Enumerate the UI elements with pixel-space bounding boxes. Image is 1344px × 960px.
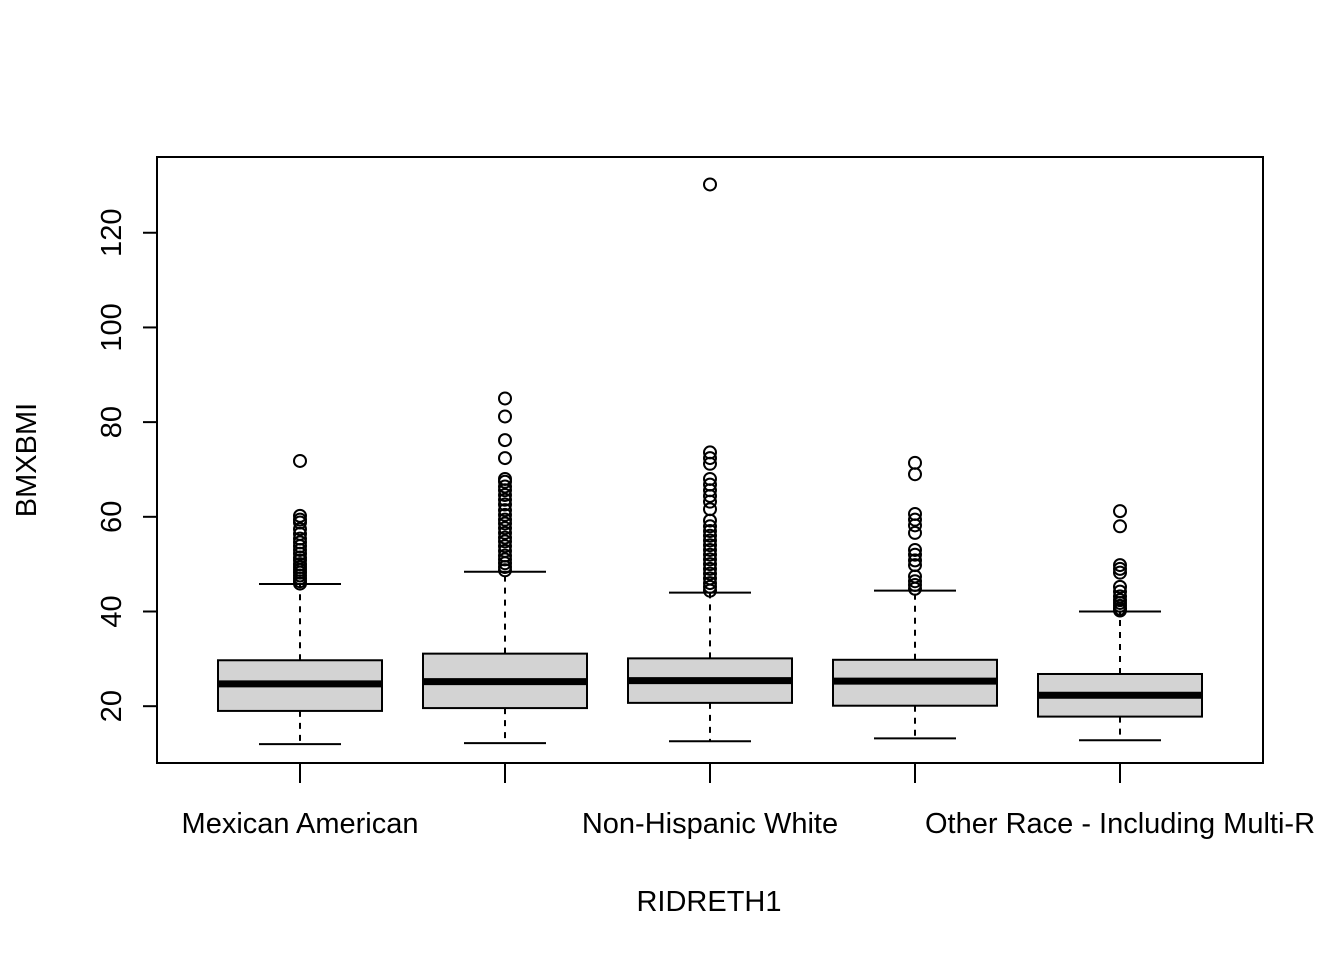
outlier-point <box>293 453 307 468</box>
outlier-point <box>498 525 512 540</box>
outlier-point <box>703 528 717 543</box>
outlier-point <box>703 566 717 581</box>
outlier-point <box>498 488 512 503</box>
outlier-point <box>1113 561 1127 576</box>
outliers-group-1 <box>293 453 307 591</box>
outlier-point <box>703 583 717 598</box>
outlier-point <box>703 524 717 539</box>
y-tick-label: 80 <box>96 406 128 438</box>
outlier-point <box>908 577 922 592</box>
outliers-group-5 <box>1113 504 1127 618</box>
outlier-point <box>703 552 717 567</box>
y-axis: 20 40 60 80 100 120 <box>96 209 158 722</box>
outliers-group-4 <box>908 455 922 596</box>
outlier-point <box>908 467 922 482</box>
outlier-point <box>703 542 717 557</box>
outlier-point <box>293 508 307 523</box>
outlier-point <box>908 581 922 596</box>
outlier-point <box>293 576 307 591</box>
outlier-point <box>498 433 512 448</box>
outlier-point <box>703 513 717 528</box>
outlier-point <box>498 483 512 498</box>
outlier-point <box>908 547 922 562</box>
outlier-point <box>908 542 922 557</box>
outlier-point <box>498 534 512 549</box>
outlier-point <box>1113 579 1127 594</box>
outlier-point <box>703 561 717 576</box>
box-group-3 <box>627 591 793 743</box>
y-tick-label: 40 <box>96 595 128 627</box>
outlier-point <box>498 391 512 406</box>
outlier-point <box>498 516 512 531</box>
x-axis: Mexican American Non-Hispanic White Other … <box>182 762 1315 840</box>
outlier-point <box>293 546 307 561</box>
outlier-point <box>908 518 922 533</box>
outlier-point <box>703 557 717 572</box>
outlier-point <box>703 519 717 534</box>
outliers-group-2 <box>498 391 512 578</box>
outlier-point <box>703 533 717 548</box>
x-tick-label: Mexican American <box>182 808 419 840</box>
outlier-point <box>908 525 922 540</box>
outlier-point <box>498 530 512 545</box>
outlier-point <box>703 494 717 509</box>
boxes-layer <box>217 570 1203 746</box>
box-group-1 <box>217 583 383 746</box>
x-tick-label: Non-Hispanic White <box>582 808 838 840</box>
outlier-point <box>1113 558 1127 573</box>
outlier-point <box>498 451 512 466</box>
outlier-point <box>908 553 922 568</box>
outlier-point <box>498 563 512 578</box>
outlier-point <box>498 521 512 536</box>
outlier-point <box>703 579 717 594</box>
outlier-point <box>1113 504 1127 519</box>
outlier-point <box>498 512 512 527</box>
outliers-group-3 <box>703 177 717 598</box>
outlier-point <box>498 503 512 518</box>
y-tick-label: 60 <box>96 501 128 533</box>
outlier-point <box>703 456 717 471</box>
outlier-point <box>703 538 717 553</box>
outlier-point <box>1113 603 1127 618</box>
outlier-point <box>293 542 307 557</box>
outlier-point <box>703 502 717 517</box>
y-axis-title: BMXBMI <box>11 403 43 517</box>
y-tick-label: 100 <box>96 303 128 351</box>
outlier-point <box>703 451 717 466</box>
outlier-point <box>498 507 512 522</box>
box-group-4 <box>832 589 998 740</box>
outlier-point <box>1113 565 1127 580</box>
outlier-point <box>908 455 922 470</box>
outlier-point <box>703 488 717 503</box>
outlier-point <box>498 409 512 424</box>
y-tick-label: 120 <box>96 209 128 257</box>
outlier-point <box>703 177 717 192</box>
outlier-point <box>1113 519 1127 534</box>
y-tick-label: 20 <box>96 690 128 722</box>
outlier-point <box>498 556 512 571</box>
outlier-point <box>498 474 512 489</box>
outlier-point <box>703 547 717 562</box>
outlier-point <box>498 539 512 554</box>
outlier-point <box>498 497 512 512</box>
outlier-point <box>293 522 307 537</box>
x-axis-title: RIDRETH1 <box>636 886 781 918</box>
outlier-point <box>498 492 512 507</box>
box-group-2 <box>422 570 588 745</box>
outlier-point <box>908 574 922 589</box>
outliers-layer <box>293 177 1127 618</box>
box-group-5 <box>1037 610 1203 742</box>
x-tick-label: Other Race - Including Multi-R <box>925 808 1315 840</box>
outlier-point <box>498 552 512 567</box>
outlier-point <box>498 479 512 494</box>
outlier-point <box>908 512 922 527</box>
outlier-point <box>703 576 717 591</box>
